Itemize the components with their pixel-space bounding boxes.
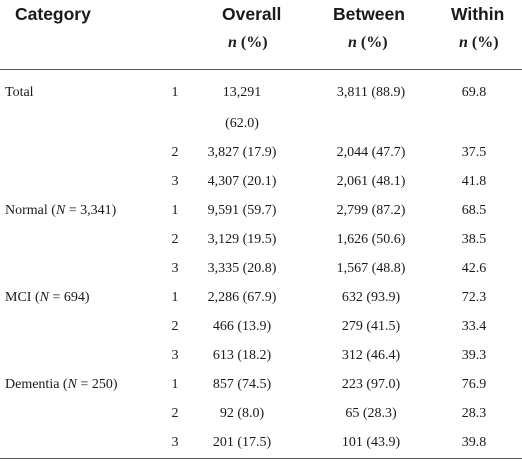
- within-value: 41.8: [461, 174, 487, 189]
- table-bottom-rule: [0, 458, 522, 459]
- overall-value: 201 (17.5): [212, 435, 272, 450]
- header-n-symbol: n: [348, 34, 357, 51]
- overall-value: 13,291: [222, 85, 262, 100]
- header-within-sub: n (%): [459, 35, 499, 51]
- within-value: 69.8: [461, 85, 487, 100]
- group-number: 3: [171, 261, 179, 276]
- within-value: 72.3: [461, 290, 487, 305]
- within-value: 28.3: [461, 406, 487, 421]
- header-divider: [0, 69, 522, 70]
- header-within: Within: [451, 4, 505, 24]
- group-number: 3: [171, 348, 179, 363]
- group-number: 2: [171, 232, 179, 247]
- header-between: Between: [333, 4, 405, 24]
- overall-value-wrap: (62.0): [225, 116, 259, 131]
- group-number: 2: [171, 319, 179, 334]
- overall-value: 4,307 (20.1): [207, 174, 277, 189]
- overall-value: 857 (74.5): [212, 377, 272, 392]
- category-name: Total: [5, 85, 34, 100]
- header-pct: (%): [356, 34, 388, 51]
- within-value: 76.9: [461, 377, 487, 392]
- within-value: 68.5: [461, 203, 487, 218]
- category-name: MCI (: [5, 290, 40, 305]
- category-label: Dementia (N = 250): [5, 378, 118, 392]
- header-pct: (%): [236, 34, 268, 51]
- group-number: 2: [171, 406, 179, 421]
- header-overall: Overall: [222, 4, 282, 24]
- category-count: = 694): [48, 290, 90, 305]
- overall-value: 3,335 (20.8): [207, 261, 277, 276]
- overall-value: 3,827 (17.9): [207, 145, 277, 160]
- between-value: 2,044 (47.7): [336, 145, 406, 160]
- between-value: 1,626 (50.6): [336, 232, 406, 247]
- overall-value: 92 (8.0): [219, 406, 265, 421]
- between-value: 632 (93.9): [341, 290, 401, 305]
- between-value: 101 (43.9): [341, 435, 401, 450]
- header-overall-sub: n (%): [228, 35, 268, 51]
- overall-value: 466 (13.9): [212, 319, 272, 334]
- category-label: Normal (N = 3,341): [5, 204, 116, 218]
- category-name: Normal (: [5, 203, 56, 218]
- n-symbol: N: [55, 203, 66, 218]
- between-value: 3,811 (88.9): [336, 85, 406, 100]
- group-number: 1: [171, 377, 179, 392]
- between-value: 312 (46.4): [341, 348, 401, 363]
- within-value: 37.5: [461, 145, 487, 160]
- group-number: 1: [171, 85, 179, 100]
- group-number: 2: [171, 145, 179, 160]
- within-value: 39.3: [461, 348, 487, 363]
- category-label: MCI (N = 694): [5, 291, 90, 305]
- within-value: 39.8: [461, 435, 487, 450]
- header-category: Category: [15, 4, 91, 24]
- between-value: 2,061 (48.1): [336, 174, 406, 189]
- within-value: 42.6: [461, 261, 487, 276]
- within-value: 38.5: [461, 232, 487, 247]
- group-number: 1: [171, 290, 179, 305]
- between-value: 223 (97.0): [341, 377, 401, 392]
- overall-value: 3,129 (19.5): [207, 232, 277, 247]
- within-value: 33.4: [461, 319, 487, 334]
- category-label: Total: [5, 86, 34, 100]
- overall-value: 2,286 (67.9): [207, 290, 277, 305]
- between-value: 279 (41.5): [341, 319, 401, 334]
- overall-value: 9,591 (59.7): [207, 203, 277, 218]
- header-between-sub: n (%): [348, 35, 388, 51]
- header-n-symbol: n: [459, 34, 468, 51]
- header-n-symbol: n: [228, 34, 237, 51]
- header-pct: (%): [467, 34, 499, 51]
- category-name: Dementia (: [5, 377, 68, 392]
- group-number: 1: [171, 203, 179, 218]
- category-count: = 3,341): [65, 203, 117, 218]
- n-symbol: N: [67, 377, 77, 392]
- group-number: 3: [171, 174, 179, 189]
- n-symbol: N: [39, 290, 49, 305]
- group-number: 3: [171, 435, 179, 450]
- between-value: 65 (28.3): [345, 406, 397, 421]
- overall-value: 613 (18.2): [212, 348, 272, 363]
- between-value: 2,799 (87.2): [336, 203, 406, 218]
- category-count: = 250): [76, 377, 118, 392]
- between-value: 1,567 (48.8): [336, 261, 406, 276]
